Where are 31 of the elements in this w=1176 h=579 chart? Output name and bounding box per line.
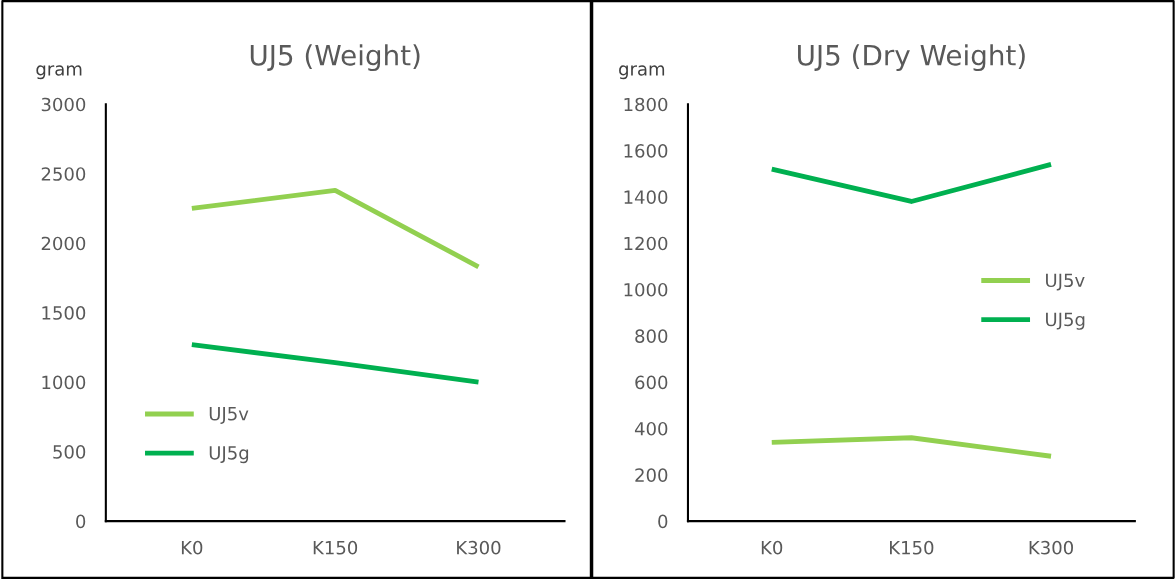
legend-label: UJ5v [1046, 273, 1085, 291]
y-tick-label: 1500 [42, 306, 86, 320]
y-tick-label: 1400 [624, 190, 668, 204]
y-tick-label: 1000 [42, 375, 86, 390]
y-tick-label: 600 [635, 375, 668, 390]
y-tick-label: 0 [76, 514, 86, 529]
chart-title: UJ5 (Dry Weight) [798, 44, 1025, 72]
x-tick-label: K150 [313, 540, 358, 555]
x-tick-label: K0 [181, 540, 203, 555]
y-tick-label: 800 [635, 329, 668, 343]
x-tick-label: K150 [890, 540, 934, 555]
legend-label: UJ5g [1046, 312, 1085, 330]
x-tick-label: K300 [457, 540, 501, 555]
legend-label: UJ5g [209, 446, 249, 464]
y-axis-title: gram [619, 65, 665, 80]
legend-label: UJ5v [209, 407, 249, 424]
x-tick-label: K300 [1029, 540, 1073, 555]
y-tick-label: 1200 [624, 236, 668, 251]
y-tick-label: 2500 [41, 167, 86, 181]
chart-title: UJ5 (Weight) [250, 44, 420, 72]
x-tick-label: K0 [761, 540, 783, 555]
y-tick-label: 200 [635, 468, 668, 482]
y-tick-label: 1800 [624, 97, 668, 112]
y-tick-label: 2000 [41, 236, 86, 251]
y-tick-label: 0 [658, 514, 668, 529]
y-axis-title: gram [36, 65, 82, 80]
y-tick-label: 3000 [41, 97, 86, 112]
y-tick-label: 1600 [624, 144, 668, 158]
y-tick-label: 500 [53, 445, 86, 459]
y-tick-label: 1000 [624, 282, 668, 297]
y-tick-label: 400 [634, 421, 668, 436]
